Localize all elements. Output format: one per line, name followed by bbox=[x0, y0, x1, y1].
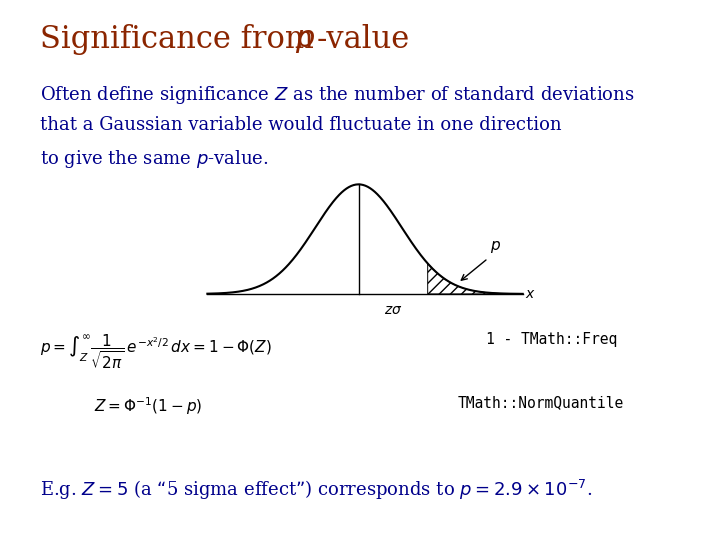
Text: $p$: $p$ bbox=[295, 24, 315, 55]
Text: that a Gaussian variable would fluctuate in one direction: that a Gaussian variable would fluctuate… bbox=[40, 116, 561, 134]
Text: $Z = \Phi^{-1}(1-p)$: $Z = \Phi^{-1}(1-p)$ bbox=[94, 395, 202, 417]
Text: E.g. $Z = 5$ (a “5 sigma effect”) corresponds to $p = 2.9 \times 10^{-7}$.: E.g. $Z = 5$ (a “5 sigma effect”) corres… bbox=[40, 478, 592, 502]
Text: Often define significance $Z$ as the number of standard deviations: Often define significance $Z$ as the num… bbox=[40, 84, 634, 106]
Text: $p$: $p$ bbox=[490, 239, 501, 255]
Text: 1 - TMath::Freq: 1 - TMath::Freq bbox=[486, 332, 617, 347]
Text: $x$: $x$ bbox=[525, 287, 536, 301]
Text: Significance from: Significance from bbox=[40, 24, 323, 55]
Text: -value: -value bbox=[317, 24, 410, 55]
Text: to give the same $p$-value.: to give the same $p$-value. bbox=[40, 148, 269, 171]
Text: $p = \int_Z^{\infty} \dfrac{1}{\sqrt{2\pi}}\, e^{-x^2/2}\, dx = 1 - \Phi(Z)$: $p = \int_Z^{\infty} \dfrac{1}{\sqrt{2\p… bbox=[40, 332, 271, 371]
Text: TMath::NormQuantile: TMath::NormQuantile bbox=[457, 395, 624, 410]
Text: $z\sigma$: $z\sigma$ bbox=[384, 303, 402, 317]
